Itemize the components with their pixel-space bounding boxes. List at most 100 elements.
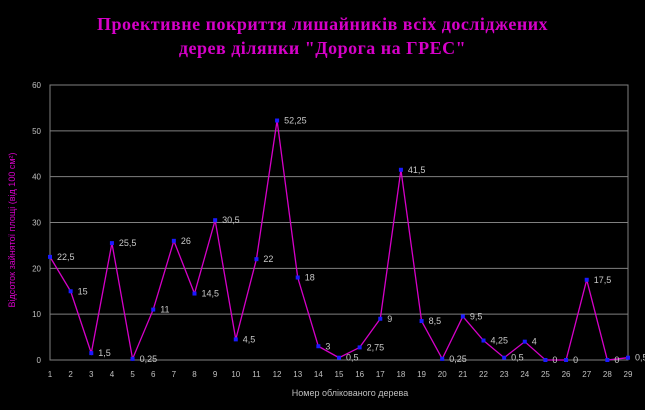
data-label: 0,5 xyxy=(635,353,645,363)
data-label: 52,25 xyxy=(284,116,307,126)
x-tick-label: 28 xyxy=(603,370,612,379)
data-point xyxy=(543,358,548,362)
x-tick-label: 3 xyxy=(89,370,94,379)
y-axis-label: Відсоток зайнятої площі (від 100 см²) xyxy=(7,152,17,308)
x-tick-label: 29 xyxy=(624,370,633,379)
data-point xyxy=(357,345,362,350)
data-label: 0 xyxy=(614,355,619,365)
data-point xyxy=(171,238,176,243)
data-label: 4,5 xyxy=(243,334,256,344)
data-point xyxy=(564,358,569,362)
x-tick-label: 11 xyxy=(252,370,261,379)
x-tick-label: 2 xyxy=(68,370,73,379)
data-point xyxy=(275,118,280,123)
data-label: 22,5 xyxy=(57,252,75,262)
y-tick-label: 30 xyxy=(32,219,41,228)
data-point xyxy=(626,355,630,360)
x-tick-label: 23 xyxy=(500,370,509,379)
x-tick-label: 1 xyxy=(48,370,53,379)
data-point xyxy=(584,277,589,282)
data-point xyxy=(130,356,135,361)
data-label: 1,5 xyxy=(98,348,111,358)
data-point xyxy=(316,344,321,349)
x-tick-label: 24 xyxy=(520,370,529,379)
data-point xyxy=(151,307,156,312)
data-label: 11 xyxy=(160,305,169,315)
data-label: 0,5 xyxy=(511,353,524,363)
data-point xyxy=(233,337,238,342)
x-tick-label: 20 xyxy=(438,370,447,379)
data-point xyxy=(295,275,300,280)
data-point xyxy=(337,355,341,360)
data-point xyxy=(48,254,52,259)
data-point xyxy=(378,316,383,321)
data-label: 18 xyxy=(305,273,315,283)
data-label: 0,25 xyxy=(140,354,158,364)
y-tick-label: 50 xyxy=(32,127,41,136)
x-tick-label: 14 xyxy=(314,370,323,379)
data-point xyxy=(68,289,73,294)
data-label: 14,5 xyxy=(202,289,220,299)
x-tick-label: 7 xyxy=(172,370,177,379)
data-label: 9,5 xyxy=(470,311,483,321)
x-tick-label: 12 xyxy=(273,370,282,379)
data-label: 3 xyxy=(325,341,330,351)
data-label: 9 xyxy=(387,314,392,324)
data-label: 0 xyxy=(573,355,578,365)
data-point xyxy=(109,241,114,246)
data-label: 4 xyxy=(532,337,537,347)
x-tick-label: 10 xyxy=(231,370,240,379)
x-tick-label: 15 xyxy=(335,370,344,379)
chart-title-line-2: дерев ділянки "Дорога на ГРЕС" xyxy=(178,38,467,58)
x-tick-label: 13 xyxy=(293,370,302,379)
x-tick-label: 21 xyxy=(458,370,467,379)
data-point xyxy=(522,339,527,344)
y-tick-label: 60 xyxy=(32,81,41,90)
data-point xyxy=(502,355,507,360)
x-tick-label: 17 xyxy=(376,370,385,379)
data-point xyxy=(460,314,465,319)
data-point xyxy=(89,351,94,356)
data-label: 25,5 xyxy=(119,238,137,248)
data-label: 0,5 xyxy=(346,353,359,363)
data-point xyxy=(213,218,218,223)
x-tick-label: 4 xyxy=(110,370,115,379)
x-tick-label: 8 xyxy=(192,370,197,379)
data-point xyxy=(419,319,424,324)
x-tick-label: 5 xyxy=(130,370,135,379)
data-point xyxy=(605,358,610,362)
data-label: 41,5 xyxy=(408,165,426,175)
data-label: 2,75 xyxy=(367,342,385,352)
data-label: 17,5 xyxy=(594,275,612,285)
data-point xyxy=(192,291,197,296)
y-tick-label: 10 xyxy=(32,310,41,319)
x-tick-label: 22 xyxy=(479,370,488,379)
data-point xyxy=(254,257,259,262)
x-axis-label: Номер облікованого дерева xyxy=(291,388,409,398)
data-point xyxy=(440,356,445,361)
data-point xyxy=(481,338,486,343)
data-label: 0 xyxy=(552,355,557,365)
x-tick-label: 19 xyxy=(417,370,426,379)
series-line xyxy=(49,120,629,362)
x-tick-label: 18 xyxy=(396,370,405,379)
data-label: 0,25 xyxy=(449,354,467,364)
data-label: 26 xyxy=(181,236,191,246)
x-tick-label: 27 xyxy=(582,370,591,379)
data-label: 4,25 xyxy=(491,336,509,346)
x-tick-label: 25 xyxy=(541,370,550,379)
data-label: 8,5 xyxy=(429,316,442,326)
y-tick-label: 20 xyxy=(32,264,41,273)
x-tick-label: 6 xyxy=(151,370,156,379)
chart-title-line-1: Проективне покриття лишайників всіх досл… xyxy=(96,14,549,34)
data-label: 15 xyxy=(78,286,88,296)
x-tick-label: 26 xyxy=(562,370,571,379)
x-tick-label: 16 xyxy=(355,370,364,379)
data-label: 30,5 xyxy=(222,215,240,225)
x-tick-label: 9 xyxy=(213,370,218,379)
y-tick-label: 0 xyxy=(37,356,42,365)
data-label: 22 xyxy=(263,254,273,264)
data-point xyxy=(398,167,403,172)
y-tick-label: 40 xyxy=(32,173,41,182)
